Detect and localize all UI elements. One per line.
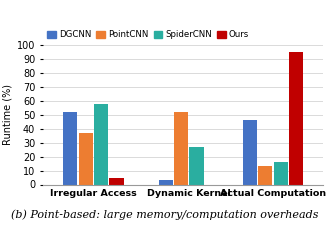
Bar — [274, 162, 288, 184]
Y-axis label: Runtime (%): Runtime (%) — [3, 84, 13, 145]
Bar — [258, 166, 272, 184]
Bar — [94, 104, 108, 184]
Bar — [79, 133, 93, 184]
Legend: DGCNN, PointCNN, SpiderCNN, Ours: DGCNN, PointCNN, SpiderCNN, Ours — [47, 30, 249, 39]
Bar — [110, 178, 124, 184]
Text: (b) Point-based: large memory/computation overheads: (b) Point-based: large memory/computatio… — [11, 210, 319, 220]
Bar — [158, 180, 173, 184]
Bar — [189, 147, 204, 184]
Bar — [243, 120, 257, 184]
Bar — [63, 112, 77, 184]
Bar — [174, 112, 188, 184]
Bar — [289, 52, 303, 184]
